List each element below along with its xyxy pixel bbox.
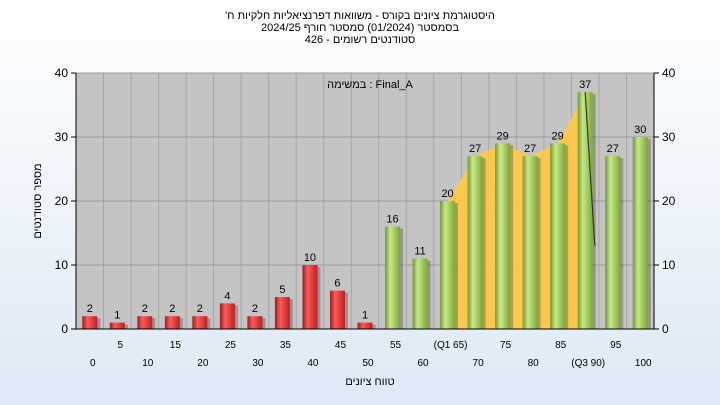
bar-80 xyxy=(522,156,538,329)
x-tick-label-75: 75 xyxy=(500,340,512,351)
y-tick-label-right: 40 xyxy=(662,66,676,80)
y-tick-label-left: 10 xyxy=(55,258,69,272)
bar-45 xyxy=(329,290,345,329)
data-label-25: 4 xyxy=(224,290,230,302)
data-label-85: 29 xyxy=(552,130,564,142)
data-label-40: 10 xyxy=(304,252,316,264)
data-label-20: 2 xyxy=(197,303,203,315)
y-tick-label-right: 20 xyxy=(662,194,676,208)
x-tick-label-55: 55 xyxy=(390,340,402,351)
x-tick-label-0: 0 xyxy=(90,358,96,369)
bar-30 xyxy=(247,316,263,329)
bar-65 xyxy=(440,201,456,329)
x-tick-label-5: 5 xyxy=(118,340,124,351)
x-tick-label-30: 30 xyxy=(252,358,264,369)
bar-10 xyxy=(137,316,153,329)
x-tick-label-15: 15 xyxy=(170,340,182,351)
bar-100 xyxy=(632,137,648,329)
bar-40 xyxy=(302,265,318,329)
x-axis-title: טווח ציונים xyxy=(345,376,395,388)
x-tick-label-10: 10 xyxy=(142,358,154,369)
bars xyxy=(82,92,651,329)
data-label-90: 37 xyxy=(579,79,591,91)
x-tick-label-45: 45 xyxy=(335,340,347,351)
x-tick-label-50: 50 xyxy=(362,358,374,369)
bar-55 xyxy=(385,226,401,329)
data-label-100: 30 xyxy=(634,124,646,136)
bar-50 xyxy=(357,322,373,329)
x-tick-label-35: 35 xyxy=(280,340,292,351)
x-tick-label-100: 100 xyxy=(635,358,652,369)
chart-title-line3: סטודנטים רשומים - 426 xyxy=(304,34,416,46)
bar-0 xyxy=(82,316,98,329)
chart-title-line1: 'היסטוגרמת ציונים בקורס - משוואות דפרנצי… xyxy=(225,10,495,22)
y-tick-label-right: 0 xyxy=(662,322,669,336)
x-tick-label-60: 60 xyxy=(417,358,429,369)
data-label-15: 2 xyxy=(169,303,175,315)
y-tick-label-left: 30 xyxy=(55,130,69,144)
y-tick-label-left: 20 xyxy=(55,194,69,208)
x-tick-label-65: (Q1 65) xyxy=(434,340,468,351)
bar-85 xyxy=(550,143,566,329)
y-tick-label-right: 10 xyxy=(662,258,676,272)
data-labels: 2 1 2 2 2 4 2 5 10 6 1 16 11 20 27 29 27 29 37 27 30 xyxy=(87,79,647,321)
bar-20 xyxy=(192,316,208,329)
x-tick-label-90: (Q3 90) xyxy=(571,358,605,369)
data-label-95: 27 xyxy=(607,143,619,155)
task-filter-label: במשימה : Final_A xyxy=(327,79,413,91)
bar-90 xyxy=(577,92,593,329)
bar-15 xyxy=(164,316,180,329)
x-tick-label-40: 40 xyxy=(307,358,319,369)
bar-95 xyxy=(605,156,621,329)
x-tick-label-25: 25 xyxy=(225,340,237,351)
bar-75 xyxy=(495,143,511,329)
x-tick-label-85: 85 xyxy=(555,340,567,351)
data-label-30: 2 xyxy=(252,303,258,315)
x-tick-label-95: 95 xyxy=(610,340,622,351)
data-label-55: 16 xyxy=(386,214,398,226)
data-label-35: 5 xyxy=(279,284,285,296)
data-label-50: 1 xyxy=(362,310,368,322)
chart-title: 'היסטוגרמת ציונים בקורס - משוואות דפרנצי… xyxy=(0,10,720,46)
data-label-70: 27 xyxy=(469,143,481,155)
y-tick-label-left: 0 xyxy=(61,322,68,336)
bar-70 xyxy=(467,156,483,329)
y-tick-label-right: 30 xyxy=(662,130,676,144)
y-tick-label-left: 40 xyxy=(55,66,69,80)
data-label-80: 27 xyxy=(524,143,536,155)
data-label-10: 2 xyxy=(142,303,148,315)
data-label-60: 11 xyxy=(414,246,425,258)
trend-line xyxy=(584,92,596,246)
data-label-65: 20 xyxy=(441,188,453,200)
x-tick-label-80: 80 xyxy=(528,358,540,369)
chart-title-line2: בסמסטר (01/2024) סמסטר חורף 2024/25 xyxy=(260,22,460,34)
data-label-5: 1 xyxy=(114,310,120,322)
x-tick-label-20: 20 xyxy=(197,358,209,369)
bar-25 xyxy=(219,303,235,329)
data-label-75: 29 xyxy=(496,130,508,142)
x-tick-label-70: 70 xyxy=(473,358,485,369)
bar-35 xyxy=(274,297,290,329)
data-label-45: 6 xyxy=(334,278,340,290)
bar-60 xyxy=(412,258,428,329)
data-label-0: 2 xyxy=(87,303,93,315)
bar-5 xyxy=(109,322,125,329)
y-axis-title: מספר סטודנטים xyxy=(32,163,44,239)
